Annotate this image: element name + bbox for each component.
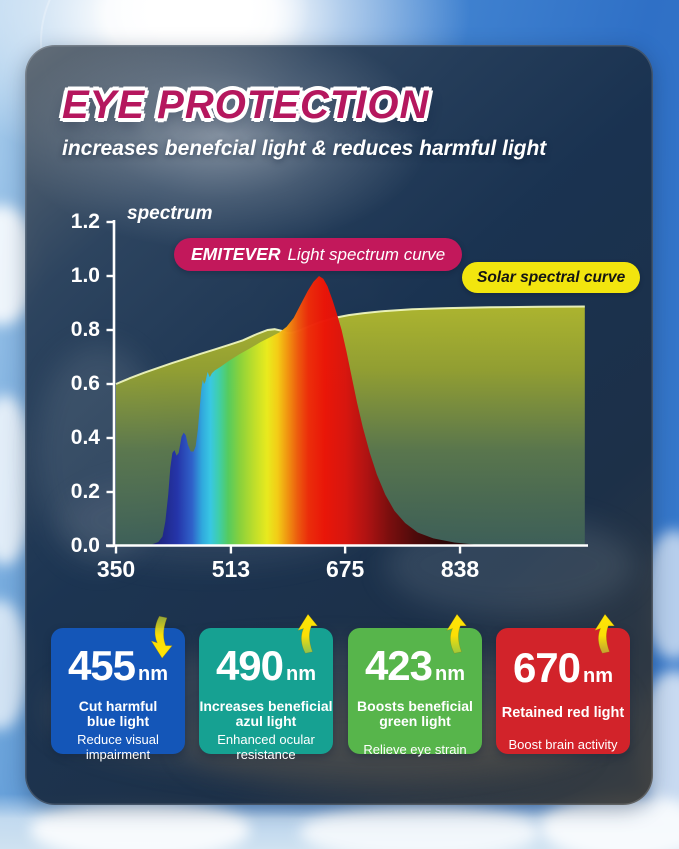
solar-legend-badge: Solar spectral curve [462, 262, 641, 293]
y-tick-label: 1.2 [70, 210, 100, 233]
emitever-legend-label: Light spectrum curve [287, 244, 446, 264]
cloud-through-panel [65, 475, 365, 565]
x-tick-label: 675 [325, 556, 365, 582]
card-670nm: 670 nm Retained red light Boost brain ac… [496, 613, 630, 754]
card-headline: Retained red light [501, 705, 625, 721]
arrow-up-icon [446, 613, 468, 654]
y-tick-label: 0.2 [70, 480, 100, 503]
card-benefit: Boost brain activity [508, 737, 618, 752]
page-title: EYE PROTECTION [62, 83, 430, 127]
page-subtitle: increases benefcial light & reduces harm… [62, 137, 547, 160]
y-tick-label: 1.0 [70, 264, 100, 287]
wavelength-value: 670 nm [512, 644, 614, 691]
arrow-up-icon [297, 613, 319, 654]
emitever-legend-badge: EMITEVER Light spectrum curve [174, 238, 463, 271]
wavelength-value: 490 nm [215, 642, 317, 689]
card-455nm: 455 nm Cut harmful blue light Reduce vis… [51, 615, 185, 761]
wavelength-value: 455 nm [67, 642, 169, 689]
y-tick-label: 0.4 [70, 426, 100, 449]
x-tick-label: 838 [440, 556, 480, 582]
arrow-up-icon [594, 613, 616, 654]
card-headline: Cut harmful blue light [78, 698, 158, 729]
y-tick-label: 0.6 [70, 372, 100, 395]
card-headline: Increases beneficial azul light [199, 698, 333, 729]
y-axis-title: spectrum [127, 203, 213, 224]
card-headline: Boosts beneficial green light [357, 698, 473, 729]
card-benefit: Enhanced ocular resistance [217, 732, 315, 762]
solar-legend-label: Solar spectral curve [477, 268, 626, 286]
brand-name: EMITEVER [191, 244, 281, 264]
y-tick-label: 0.8 [70, 318, 100, 341]
cloud-through-panel [35, 345, 165, 565]
card-benefit: Relieve eye strain [363, 742, 467, 757]
x-tick-label: 350 [96, 556, 136, 582]
card-490nm: 490 nm Increases beneficial azul light E… [199, 613, 333, 761]
cloud [300, 805, 540, 849]
x-tick-label: 513 [211, 556, 251, 582]
wavelength-value: 423 nm [364, 642, 466, 689]
y-tick-label: 0.0 [70, 534, 100, 557]
cloud [30, 800, 250, 849]
card-benefit: Reduce visual impairment [77, 732, 159, 762]
arrow-down-icon [150, 615, 173, 659]
cloud-through-panel [385, 515, 635, 615]
card-423nm: 423 nm Boosts beneficial green light Rel… [348, 613, 482, 757]
